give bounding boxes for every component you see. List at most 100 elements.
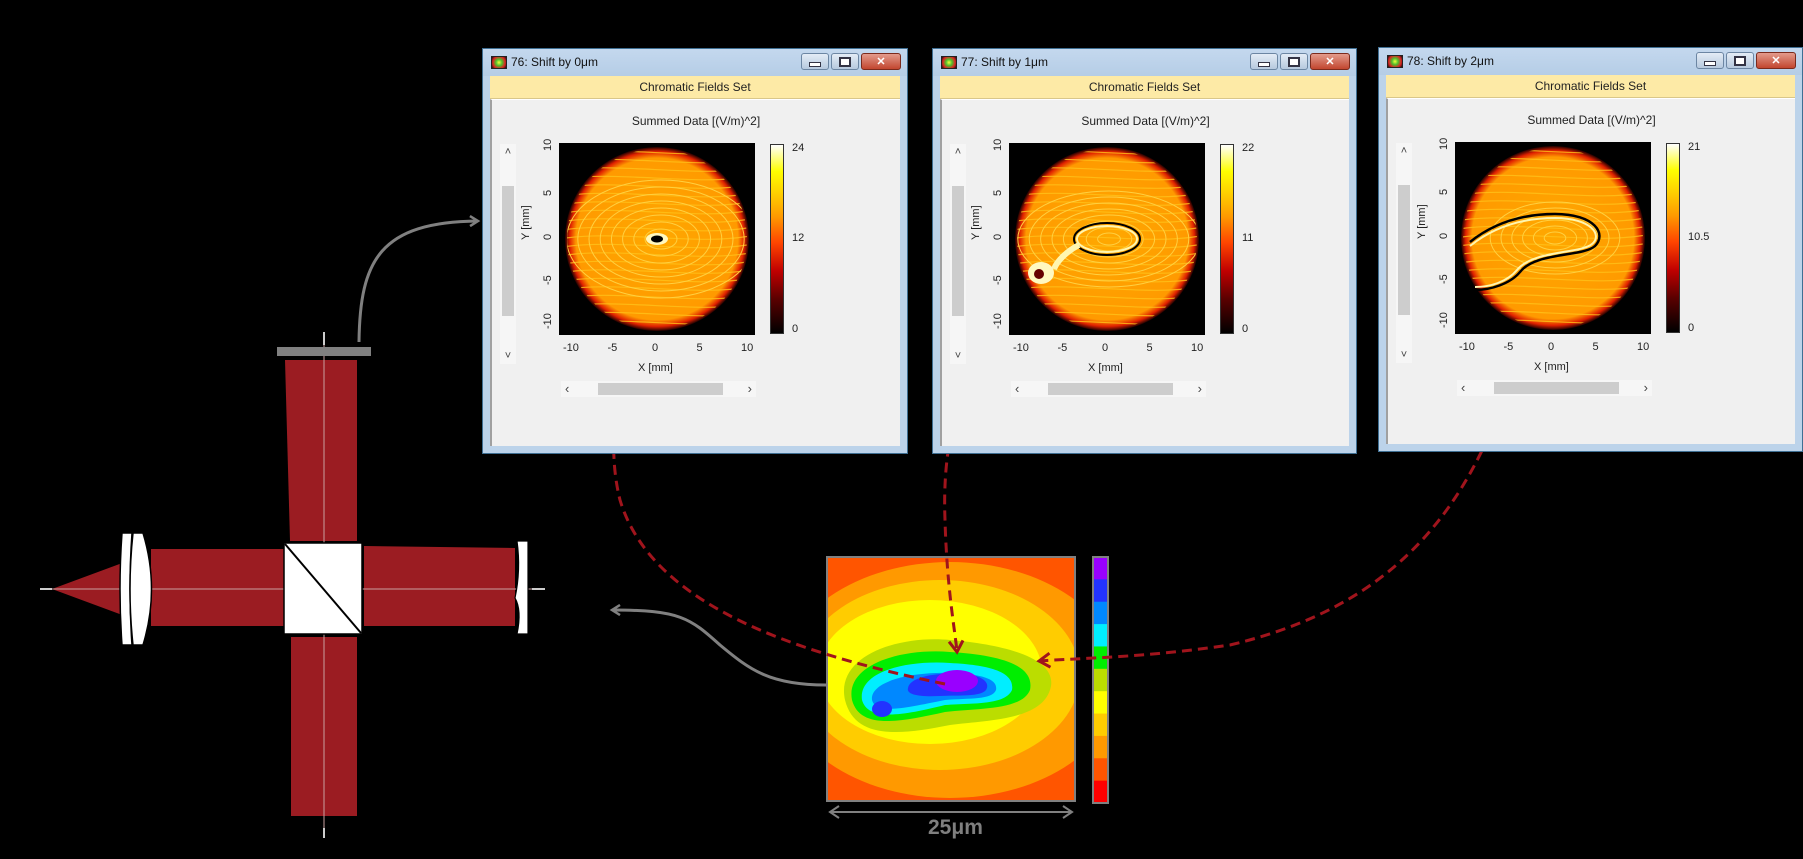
y-tick-label: -10 bbox=[992, 313, 1004, 329]
x-tick-label: -10 bbox=[1459, 341, 1475, 353]
beam-left-arm bbox=[151, 549, 284, 626]
scroll-right-icon[interactable]: › bbox=[1643, 380, 1648, 395]
plot-area: Summed Data [(V/m)^2] ˄ ˅ Y [mm] 10 5 0 -5 -… bbox=[1386, 98, 1795, 444]
close-button[interactable]: ✕ bbox=[861, 53, 901, 70]
maximize-icon bbox=[1727, 53, 1753, 68]
minimize-icon bbox=[802, 54, 828, 69]
window-titlebar[interactable]: 77: Shift by 1μm ✕ bbox=[933, 49, 1356, 76]
colorbar-tick-label: 22 bbox=[1242, 142, 1255, 154]
field-window-win-78[interactable]: 78: Shift by 2μm ✕ Chromatic Fields Set … bbox=[1378, 47, 1803, 452]
x-tick-label: -10 bbox=[1013, 342, 1029, 354]
y-tick-label: -10 bbox=[542, 313, 554, 329]
colorbar-segment bbox=[1093, 735, 1108, 759]
close-button[interactable]: ✕ bbox=[1310, 53, 1350, 70]
window-title: 78: Shift by 2μm bbox=[1407, 54, 1494, 68]
colorbar-tick-label: 0 bbox=[792, 323, 799, 335]
x-axis-label: X [mm] bbox=[638, 362, 673, 374]
x-tick-label: -5 bbox=[607, 342, 618, 354]
y-axis-label: Y [mm] bbox=[970, 205, 982, 240]
colorbar-segment bbox=[1093, 713, 1108, 737]
y-tick-label: -5 bbox=[542, 274, 554, 285]
colorbar-segment bbox=[1093, 646, 1108, 670]
contour-colorbar bbox=[1092, 556, 1109, 804]
annotation-arrow-center-to-win76 bbox=[612, 252, 946, 686]
colorbar-tick-label: 11 bbox=[1242, 232, 1254, 244]
minimize-button[interactable] bbox=[1696, 52, 1724, 69]
scroll-up-icon[interactable]: ˄ bbox=[1400, 145, 1408, 157]
intensity-plot bbox=[1009, 143, 1205, 335]
vertical-scrollbar[interactable]: ˄ ˅ bbox=[950, 144, 966, 364]
app-icon bbox=[1387, 55, 1403, 68]
vertical-scroll-thumb[interactable] bbox=[1398, 185, 1410, 315]
x-tick-label: 5 bbox=[696, 342, 703, 354]
y-tick-label: -10 bbox=[1438, 312, 1450, 328]
colorbar-tick-label: 0 bbox=[1688, 322, 1695, 334]
y-tick-label: 10 bbox=[992, 138, 1004, 151]
ribbon-header: Chromatic Fields Set bbox=[490, 76, 900, 99]
x-axis-label: X [mm] bbox=[1088, 362, 1123, 374]
vertical-scrollbar[interactable]: ˄ ˅ bbox=[1396, 143, 1412, 363]
maximize-button[interactable] bbox=[1280, 53, 1308, 70]
horizontal-scrollbar[interactable]: ‹ › bbox=[1011, 381, 1206, 397]
intensity-plot bbox=[1455, 142, 1651, 334]
colorbar-segment bbox=[1093, 579, 1108, 603]
y-tick-label: 5 bbox=[1438, 188, 1450, 195]
vertical-scroll-thumb[interactable] bbox=[952, 186, 964, 316]
scroll-right-icon[interactable]: › bbox=[1197, 381, 1202, 396]
scroll-down-icon[interactable]: ˅ bbox=[504, 350, 512, 362]
scroll-up-icon[interactable]: ˄ bbox=[504, 146, 512, 158]
vertical-scroll-thumb[interactable] bbox=[502, 186, 514, 316]
intensity-colorbar bbox=[1666, 143, 1680, 333]
y-tick-label: -5 bbox=[992, 274, 1004, 285]
scroll-left-icon[interactable]: ‹ bbox=[565, 381, 570, 396]
close-icon: ✕ bbox=[876, 56, 886, 68]
field-window-win-77[interactable]: 77: Shift by 1μm ✕ Chromatic Fields Set … bbox=[932, 48, 1357, 454]
scroll-down-icon[interactable]: ˅ bbox=[1400, 349, 1408, 361]
x-tick-label: 0 bbox=[1102, 342, 1109, 354]
colorbar-segment bbox=[1093, 691, 1108, 715]
minimize-icon bbox=[1697, 53, 1723, 68]
x-axis-label: X [mm] bbox=[1534, 361, 1569, 373]
window-title: 76: Shift by 0μm bbox=[511, 55, 598, 69]
plot-title: Summed Data [(V/m)^2] bbox=[631, 114, 761, 128]
field-window-win-76[interactable]: 76: Shift by 0μm ✕ Chromatic Fields Set … bbox=[482, 48, 908, 454]
vertical-scrollbar[interactable]: ˄ ˅ bbox=[500, 144, 516, 364]
horizontal-scrollbar[interactable]: ‹ › bbox=[561, 381, 756, 397]
window-title: 77: Shift by 1μm bbox=[961, 55, 1048, 69]
y-axis-label: Y [mm] bbox=[1416, 204, 1428, 239]
maximize-button[interactable] bbox=[831, 53, 859, 70]
scroll-left-icon[interactable]: ‹ bbox=[1015, 381, 1020, 396]
window-titlebar[interactable]: 78: Shift by 2μm ✕ bbox=[1379, 48, 1802, 75]
maximize-button[interactable] bbox=[1726, 52, 1754, 69]
y-tick-label: -5 bbox=[1438, 273, 1450, 284]
plot-area: Summed Data [(V/m)^2] ˄ ˅ Y [mm] 10 5 0 -5 -… bbox=[940, 99, 1349, 446]
minimize-icon bbox=[1251, 54, 1277, 69]
horizontal-scroll-thumb[interactable] bbox=[598, 383, 723, 395]
plot-title: Summed Data [(V/m)^2] bbox=[1081, 114, 1210, 128]
minimize-button[interactable] bbox=[801, 53, 829, 70]
colorbar-segment bbox=[1093, 780, 1108, 804]
scroll-down-icon[interactable]: ˅ bbox=[954, 350, 962, 362]
plot-title: Summed Data [(V/m)^2] bbox=[1527, 113, 1656, 127]
minimize-button[interactable] bbox=[1250, 53, 1278, 70]
close-button[interactable]: ✕ bbox=[1756, 52, 1796, 69]
horizontal-scroll-thumb[interactable] bbox=[1048, 383, 1173, 395]
colorbar-segment bbox=[1093, 557, 1108, 580]
close-icon: ✕ bbox=[1325, 56, 1335, 68]
detector-plate bbox=[277, 347, 371, 356]
beam-upper-arm bbox=[285, 360, 357, 541]
x-tick-label: -5 bbox=[1503, 341, 1514, 353]
scroll-right-icon[interactable]: › bbox=[747, 381, 752, 396]
scroll-left-icon[interactable]: ‹ bbox=[1461, 380, 1466, 395]
y-tick-label: 0 bbox=[542, 233, 554, 240]
connector-arrow-contour-to-mirror bbox=[612, 610, 827, 687]
horizontal-scrollbar[interactable]: ‹ › bbox=[1457, 380, 1652, 396]
horizontal-scroll-thumb[interactable] bbox=[1494, 382, 1619, 394]
colorbar-tick-label: 21 bbox=[1688, 141, 1701, 153]
x-tick-label: 10 bbox=[1191, 342, 1204, 354]
window-titlebar[interactable]: 76: Shift by 0μm ✕ bbox=[483, 49, 907, 76]
scroll-up-icon[interactable]: ˄ bbox=[954, 146, 962, 158]
beam-splitter-diagonal bbox=[284, 543, 362, 634]
maximize-icon bbox=[832, 54, 858, 69]
